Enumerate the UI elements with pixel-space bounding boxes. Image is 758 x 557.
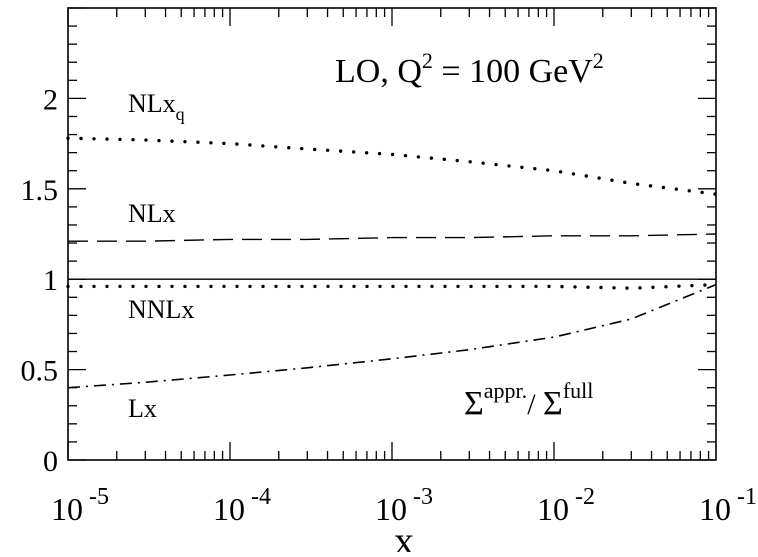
ratio-label: Σappr./ Σfull [464, 378, 593, 422]
x-tick-label: 10 -3 [375, 484, 433, 527]
series-line [68, 233, 717, 242]
series-line [66, 282, 718, 290]
ratio-denominator: Σ [543, 385, 563, 422]
x-tick-label: 10 -4 [213, 484, 271, 527]
x-tick-label: 10 -5 [51, 484, 109, 527]
ratio-numerator: Σ [464, 385, 484, 422]
y-tick-label: 1 [43, 264, 58, 297]
series-label: NNLx [128, 295, 194, 324]
x-tick-label: 10 -1 [699, 484, 757, 527]
x-tick-label-base: 10 [213, 491, 245, 527]
x-tick-label-exponent: -1 [737, 484, 757, 510]
x-tick-label-exponent: -4 [251, 484, 271, 510]
series-label: NLxq [128, 89, 185, 124]
series-label-main: NLx [128, 89, 176, 118]
series-line [66, 136, 718, 196]
series-label-main: NLx [128, 199, 176, 228]
x-tick-label-base: 10 [537, 491, 569, 527]
ratio-numerator-sup: appr. [484, 378, 527, 403]
chart-title-prefix: LO, Q [335, 53, 422, 90]
x-tick-label-base: 10 [51, 491, 83, 527]
series-label-subscript: q [176, 104, 185, 124]
y-tick-label: 0.5 [21, 355, 59, 388]
chart-title: LO, Q2 = 100 GeV2 [335, 48, 604, 90]
series-label: Lx [128, 394, 157, 423]
x-tick-label-base: 10 [375, 491, 407, 527]
ratio-slash: / [527, 388, 543, 421]
series-label: NLx [128, 199, 176, 228]
series-layer [66, 136, 718, 389]
chart-title-mid: = 100 GeV [433, 53, 593, 90]
x-tick-label: 10 -2 [537, 484, 595, 527]
chart-title-sup2: 2 [593, 48, 604, 73]
series-label-main: NNLx [128, 295, 194, 324]
chart-title-sup1: 2 [422, 48, 433, 73]
y-tick-label: 1.5 [21, 174, 59, 207]
y-tick-label: 0 [43, 445, 58, 478]
x-tick-label-exponent: -3 [413, 484, 433, 510]
ratio-denominator-sup: full [563, 378, 594, 403]
x-tick-label-base: 10 [699, 491, 731, 527]
x-tick-label-exponent: -2 [575, 484, 595, 510]
y-tick-label: 2 [43, 83, 58, 116]
x-axis-label: x [394, 518, 414, 552]
series-label-main: Lx [128, 394, 157, 423]
series-line [67, 283, 717, 389]
x-tick-label-exponent: -5 [89, 484, 109, 510]
